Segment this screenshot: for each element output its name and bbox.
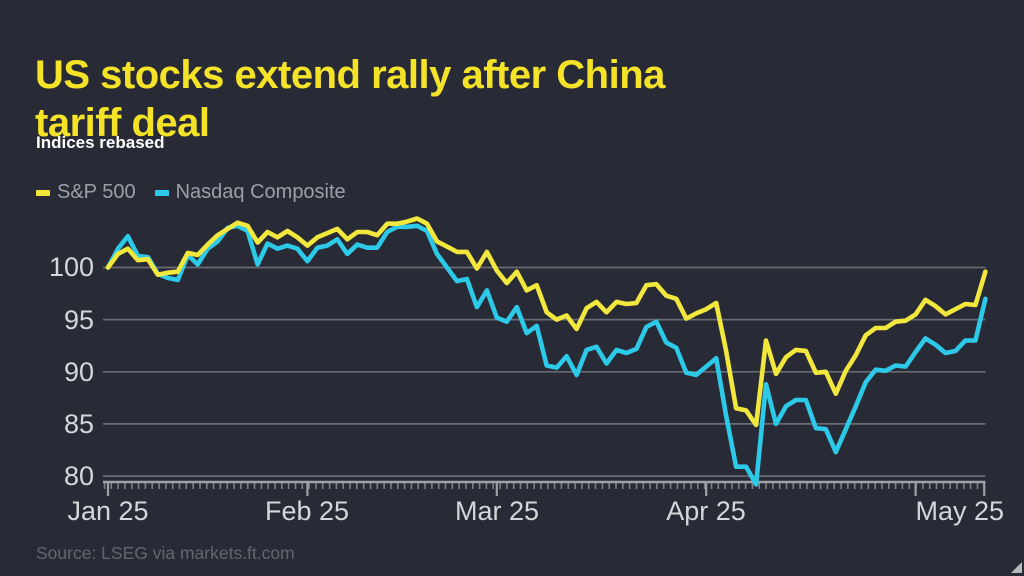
y-tick-label-90: 90 <box>63 357 94 387</box>
resize-handle-icon[interactable] <box>1011 562 1022 573</box>
legend-label-sp500: S&P 500 <box>57 181 136 203</box>
y-tick-label-85: 85 <box>63 409 94 439</box>
y-tick-label-95: 95 <box>63 305 94 335</box>
nasdaq-composite-line <box>105 223 988 487</box>
source-note: Source: LSEG via markets.ft.com <box>36 543 295 563</box>
x-tick-label-mar: Mar 25 <box>454 496 540 526</box>
y-tick-label-80: 80 <box>63 461 94 491</box>
x-tick-label-feb: Feb 25 <box>264 496 350 526</box>
chart-title: US stocks extend rally after China tariff… <box>35 51 855 147</box>
s-p-500-line <box>105 216 988 428</box>
legend-item-nasdaq: Nasdaq Composite <box>154 181 346 204</box>
legend-label-nasdaq: Nasdaq Composite <box>175 181 346 203</box>
chart-title-line1: US stocks extend rally after China <box>35 52 665 97</box>
nasdaq-swatch-icon <box>154 189 169 196</box>
chart-legend: S&P 500 Nasdaq Composite <box>36 181 346 204</box>
chart-title-line2: tariff deal <box>35 100 210 145</box>
legend-item-sp500: S&P 500 <box>36 181 136 204</box>
chart-subtitle: Indices rebased <box>36 133 165 152</box>
sp500-swatch-icon <box>36 189 50 196</box>
x-tick-label-jan: Jan 25 <box>67 496 149 526</box>
x-tick-label-may: May 25 <box>915 496 1004 526</box>
x-tick-label-apr: Apr 25 <box>666 496 746 526</box>
y-tick-label-100: 100 <box>48 252 94 282</box>
